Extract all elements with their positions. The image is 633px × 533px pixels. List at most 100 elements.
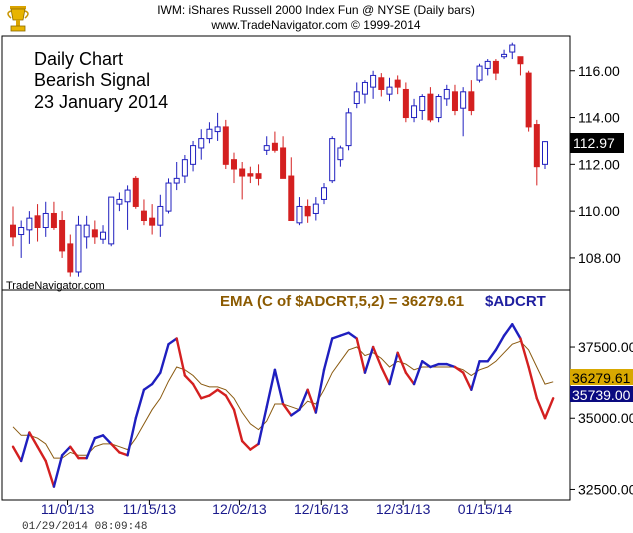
- adcrt-segment: [543, 397, 555, 420]
- x-tick-label: 12/31/13: [376, 501, 431, 517]
- candle: [83, 215, 90, 249]
- adcrt-segment: [412, 360, 424, 386]
- adcrt-segment: [519, 337, 530, 369]
- adcrt-segment: [298, 388, 309, 411]
- x-tick-label: 11/01/13: [41, 501, 95, 517]
- adcrt-segment: [60, 445, 72, 457]
- adcrt-segment: [134, 388, 146, 420]
- price-ytick-label: 116.00: [578, 63, 620, 79]
- price-candles: [10, 42, 548, 277]
- indicator-panel-frame: [1, 289, 571, 501]
- adcrt-segment: [314, 368, 326, 414]
- adcrt-segment: [93, 434, 105, 440]
- adcrt-segment: [150, 371, 162, 386]
- candle: [501, 49, 508, 60]
- candle: [75, 215, 82, 277]
- candle: [181, 154, 188, 184]
- ema-last-label: 36279.61: [570, 369, 633, 386]
- price-y-axis: 108.00 110.00 112.00 114.00 116.00: [570, 63, 621, 266]
- adcrt-segment: [191, 382, 203, 400]
- adcrt-segment: [44, 459, 56, 488]
- adcrt-segment: [453, 365, 465, 374]
- candle: [173, 162, 180, 191]
- candle: [263, 136, 270, 155]
- adcrt-segment: [486, 348, 498, 363]
- adcrt-segment: [208, 388, 219, 397]
- adcrt-segment: [126, 417, 137, 457]
- x-tick-label: 01/15/14: [458, 501, 513, 517]
- candle: [288, 157, 295, 221]
- candle: [116, 192, 123, 212]
- adcrt-segment: [371, 345, 383, 369]
- adcrt-segment: [36, 445, 47, 463]
- adcrt-segment: [322, 337, 334, 372]
- ema-last-value: 36279.61: [572, 370, 631, 386]
- candle: [214, 112, 221, 141]
- candle: [312, 197, 319, 221]
- adcrt-line: [11, 323, 555, 488]
- candle: [50, 201, 57, 230]
- adcrt-segment: [527, 365, 539, 400]
- candle: [492, 59, 499, 81]
- candle: [435, 94, 442, 123]
- candle: [18, 220, 25, 258]
- adcrt-segment: [216, 388, 228, 397]
- candle: [230, 152, 237, 184]
- candle: [304, 199, 311, 223]
- candle: [157, 194, 164, 237]
- trophy-icon: [7, 6, 29, 32]
- candle: [34, 204, 41, 242]
- adcrt-segment: [421, 360, 432, 369]
- indicator-lines: [11, 323, 555, 488]
- adcrt-segment: [396, 351, 408, 374]
- candle: [91, 220, 98, 244]
- chart-subtitle: www.TradeNavigator.com © 1999-2014: [210, 18, 420, 32]
- candle: [149, 204, 156, 235]
- candle: [533, 119, 540, 186]
- candle: [419, 94, 426, 120]
- candle: [206, 122, 213, 144]
- candle: [484, 59, 491, 76]
- candle: [132, 176, 139, 209]
- adcrt-segment: [224, 394, 236, 411]
- candle: [296, 197, 303, 226]
- price-ytick-label: 108.00: [578, 250, 621, 266]
- candle: [59, 211, 66, 258]
- candle: [427, 87, 434, 123]
- adcrt-segment: [363, 345, 375, 374]
- adcrt-segment: [257, 405, 268, 446]
- candle: [353, 82, 360, 109]
- adcrt-segment: [404, 371, 416, 386]
- candle: [468, 80, 475, 116]
- adcrt-segment: [290, 408, 301, 417]
- candle: [42, 201, 49, 237]
- x-tick-label: 12/02/13: [212, 501, 267, 517]
- x-tick-label: 12/16/13: [294, 501, 349, 517]
- indicator-ytick-label: 35000.00: [578, 410, 633, 426]
- candle: [165, 178, 172, 214]
- last-price-label: 112.97: [570, 133, 624, 153]
- indicator-ytick-label: 37500.00: [578, 339, 633, 355]
- watermark: TradeNavigator.com: [6, 280, 105, 292]
- indicator-label: EMA (C of $ADCRT,5,2) = 36279.61: [220, 293, 464, 310]
- candle: [411, 98, 418, 123]
- candle: [108, 196, 115, 247]
- candle: [394, 75, 401, 95]
- candle: [198, 129, 205, 160]
- candle: [280, 136, 287, 179]
- adcrt-segment: [347, 331, 358, 340]
- indicator-ytick-label: 32500.00: [578, 481, 633, 497]
- adcrt-segment: [306, 388, 318, 414]
- adcrt-segment: [388, 351, 399, 386]
- candle: [542, 140, 548, 170]
- candle: [10, 206, 16, 247]
- x-tick-label: 11/15/13: [123, 501, 177, 517]
- chart-title: IWM: iShares Russell 2000 Index Fun @ NY…: [157, 3, 475, 17]
- adcrt-segment: [19, 431, 31, 463]
- annotation-line-3: 23 January 2014: [34, 92, 168, 112]
- adcrt-last-label: 35739.00: [570, 386, 633, 403]
- adcrt-segment: [331, 334, 342, 340]
- adcrt-segment: [142, 382, 154, 391]
